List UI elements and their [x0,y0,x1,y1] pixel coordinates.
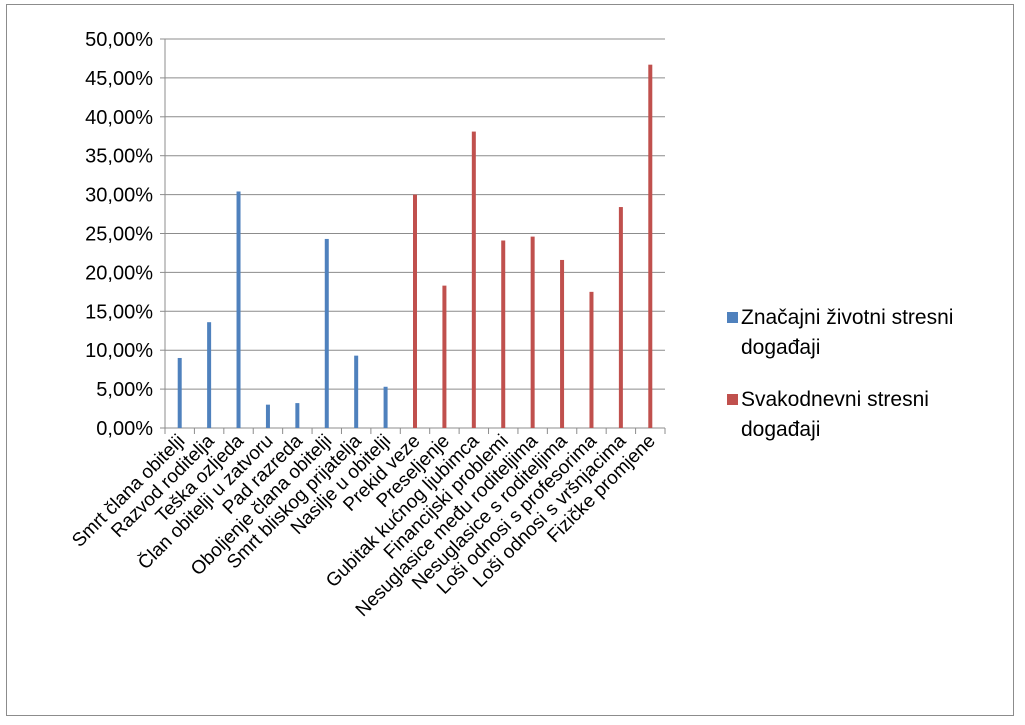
bar-series-2 [413,194,417,428]
bar-series-2 [501,240,506,428]
bar-series-2 [648,64,653,428]
bar-series-2 [530,236,535,428]
y-tick-label: 0,00% [96,418,153,440]
bar-series-2 [589,291,594,428]
y-tick-label: 15,00% [85,301,153,323]
y-tick-label: 35,00% [85,146,153,168]
bar-series-1 [177,357,182,428]
y-tick-label: 25,00% [85,224,153,246]
y-tick-label: 5,00% [96,379,153,401]
bar-series-2 [442,285,447,428]
legend-item-series-1: Značajni životni stresni događaji [727,303,1017,363]
bar-series-1 [354,355,359,428]
bar-series-2 [471,131,476,428]
legend-item-series-2: Svakodnevni stresni događaji [727,385,1017,445]
y-tick-labels: 0,00% 5,00% 10,00% 15,00% 20,00% 25,00% 30,00%… [85,29,153,440]
bars [177,64,653,428]
bar-series-1 [324,238,329,428]
y-tick-label: 50,00% [85,29,153,51]
bar-series-1 [207,322,212,428]
bar-series-2 [560,259,565,428]
chart-frame: 0,00% 5,00% 10,00% 15,00% 20,00% 25,00% 30,00%… [6,4,1014,716]
bar-chart: 0,00% 5,00% 10,00% 15,00% 20,00% 25,00% 30,00%… [68,29,666,621]
y-tick-label: 30,00% [85,185,153,207]
y-tick-label: 45,00% [85,68,153,90]
legend-swatch-series-1 [727,312,738,323]
legend-label-series-2: Svakodnevni stresni događaji [741,388,929,441]
bar-series-1 [265,404,270,428]
y-tick-label: 40,00% [85,107,153,129]
bar-series-1 [383,386,388,428]
legend-swatch-series-2 [727,394,738,405]
legend: Značajni životni stresni događaji Svakod… [727,303,1017,467]
y-tick-label: 20,00% [85,262,153,284]
bar-series-1 [236,191,241,428]
bar-series-2 [618,207,623,428]
y-tick-label: 10,00% [85,340,153,362]
legend-label-series-1: Značajni životni stresni događaji [741,306,954,359]
axes [160,38,666,434]
bar-series-1 [295,403,300,428]
